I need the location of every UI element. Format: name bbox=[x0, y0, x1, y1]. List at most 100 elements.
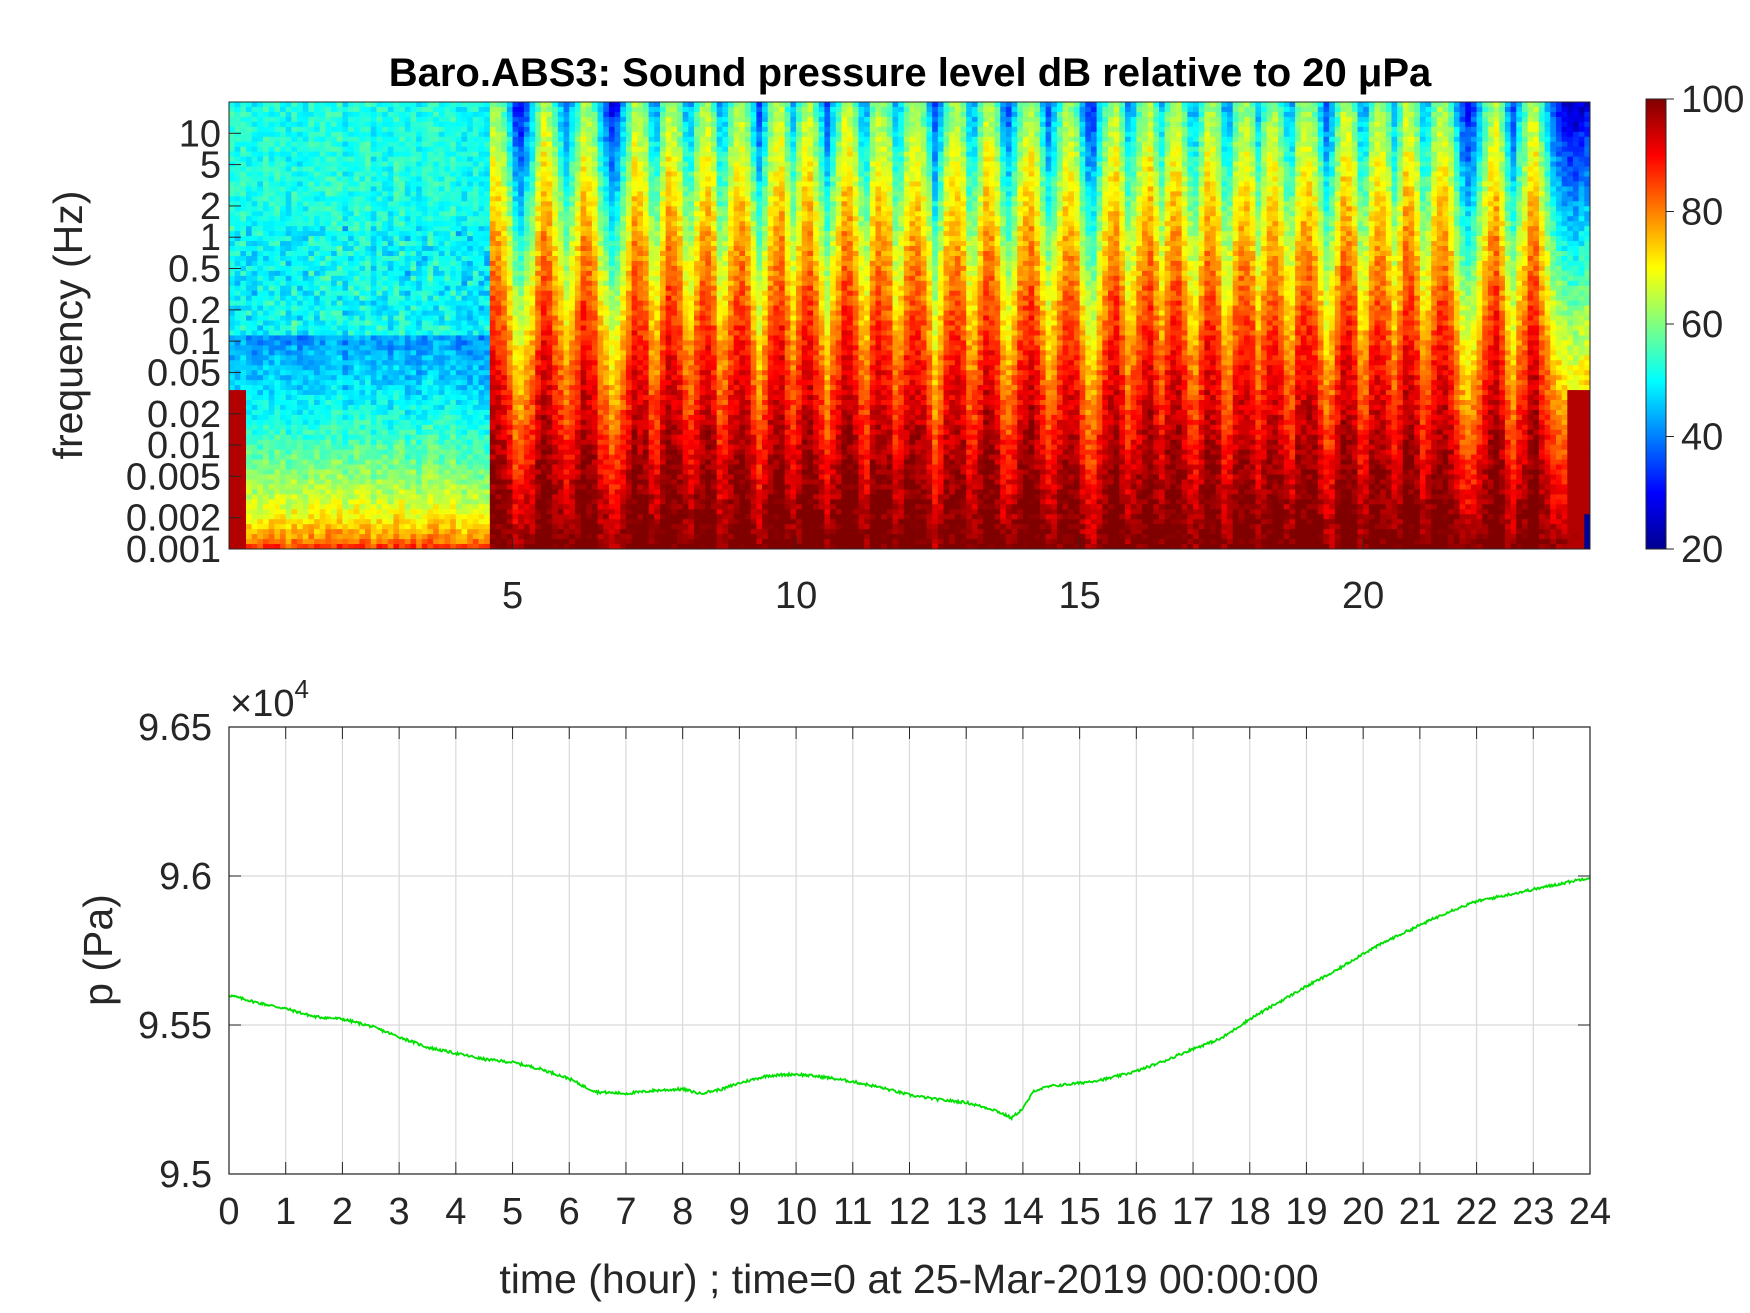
heatmap-cell bbox=[274, 226, 281, 232]
heatmap-cell bbox=[506, 176, 514, 183]
heatmap-cell bbox=[353, 489, 361, 495]
heatmap-cell bbox=[489, 345, 497, 351]
heatmap-cell bbox=[376, 166, 383, 173]
heatmap-cell bbox=[331, 176, 338, 183]
heatmap-cell bbox=[438, 419, 446, 426]
heatmap-cell bbox=[461, 285, 468, 292]
heatmap-cell bbox=[297, 409, 304, 416]
heatmap-cell bbox=[285, 216, 292, 222]
heatmap-cell bbox=[240, 265, 247, 272]
heatmap-cell bbox=[523, 161, 531, 168]
heatmap-cell bbox=[433, 295, 440, 302]
heatmap-cell bbox=[319, 290, 326, 297]
heatmap-cell bbox=[382, 494, 389, 500]
heatmap-cell bbox=[438, 285, 446, 292]
heatmap-cell bbox=[376, 280, 383, 287]
heatmap-cell bbox=[376, 315, 383, 322]
heatmap-cell bbox=[302, 181, 309, 188]
heatmap-cell bbox=[325, 454, 332, 461]
heatmap-cell bbox=[421, 156, 429, 163]
heatmap-cell bbox=[274, 469, 281, 476]
heatmap-cell bbox=[529, 365, 536, 371]
heatmap-cell bbox=[336, 181, 344, 188]
heatmap-cell bbox=[467, 211, 474, 217]
heatmap-cell bbox=[512, 375, 519, 381]
heatmap-cell bbox=[484, 365, 491, 371]
heatmap-cell bbox=[461, 191, 468, 197]
heatmap-cell bbox=[274, 414, 281, 421]
heatmap-cell bbox=[382, 111, 389, 118]
heatmap-cell bbox=[410, 459, 417, 466]
heatmap-cell bbox=[421, 216, 429, 222]
heatmap-cell bbox=[263, 519, 270, 525]
heatmap-cell bbox=[229, 315, 236, 322]
heatmap-cell bbox=[297, 449, 304, 456]
heatmap-cell bbox=[353, 454, 361, 461]
heatmap-cell bbox=[393, 534, 400, 540]
heatmap-cell bbox=[359, 310, 366, 317]
heatmap-cell bbox=[444, 151, 451, 158]
heatmap-cell bbox=[274, 429, 281, 436]
heatmap-cell bbox=[274, 280, 281, 287]
heatmap-cell bbox=[257, 141, 264, 148]
heatmap-cell bbox=[365, 186, 372, 192]
heatmap-cell bbox=[416, 484, 423, 490]
heatmap-cell bbox=[308, 315, 315, 322]
heatmap-cell bbox=[438, 400, 446, 406]
heatmap-cell bbox=[331, 504, 338, 510]
heatmap-cell bbox=[370, 116, 378, 123]
heatmap-cell bbox=[257, 370, 264, 376]
heatmap-cell bbox=[251, 231, 258, 237]
heatmap-cell bbox=[263, 444, 270, 451]
heatmap-cell bbox=[280, 111, 287, 118]
heatmap-cell bbox=[399, 380, 406, 386]
heatmap-cell bbox=[495, 519, 502, 525]
heatmap-cell bbox=[365, 390, 372, 396]
heatmap-cell bbox=[359, 136, 366, 143]
heatmap-cell bbox=[263, 404, 270, 411]
heatmap-cell bbox=[461, 151, 468, 158]
heatmap-cell bbox=[291, 166, 298, 173]
heatmap-cell bbox=[257, 131, 264, 138]
heatmap-cell bbox=[461, 479, 468, 486]
heatmap-cell bbox=[506, 300, 514, 307]
heatmap-cell bbox=[365, 315, 372, 322]
heatmap-cell bbox=[285, 206, 292, 212]
heatmap-cell bbox=[410, 390, 417, 396]
heatmap-cell bbox=[535, 181, 542, 188]
heatmap-cell bbox=[535, 116, 542, 123]
heatmap-cell bbox=[535, 146, 542, 153]
heatmap-cell bbox=[518, 524, 525, 530]
heatmap-cell bbox=[484, 236, 491, 242]
heatmap-cell bbox=[427, 449, 434, 456]
heatmap-cell bbox=[342, 375, 349, 381]
heatmap-cell bbox=[234, 325, 241, 332]
heatmap-cell bbox=[421, 360, 429, 366]
heatmap-cell bbox=[410, 395, 417, 401]
heatmap-cell bbox=[251, 102, 258, 108]
heatmap-cell bbox=[268, 469, 275, 476]
heatmap-cell bbox=[450, 509, 457, 515]
heatmap-cell bbox=[325, 390, 332, 396]
heatmap-cell bbox=[308, 275, 315, 282]
heatmap-cell bbox=[518, 360, 525, 366]
heatmap-cell bbox=[523, 211, 531, 217]
heatmap-cell bbox=[404, 499, 412, 505]
heatmap-cell bbox=[291, 414, 298, 421]
heatmap-cell bbox=[512, 206, 519, 212]
heatmap-cell bbox=[325, 166, 332, 173]
heatmap-cell bbox=[285, 325, 292, 332]
heatmap-cell bbox=[370, 315, 378, 322]
heatmap-cell bbox=[489, 255, 497, 262]
heatmap-cell bbox=[297, 275, 304, 282]
heatmap-cell bbox=[274, 459, 281, 466]
heatmap-cell bbox=[410, 161, 417, 168]
heatmap-cell bbox=[523, 106, 531, 113]
heatmap-cell bbox=[234, 529, 241, 535]
heatmap-cell bbox=[489, 211, 497, 217]
heatmap-cell bbox=[421, 469, 429, 476]
heatmap-cell bbox=[467, 519, 474, 525]
heatmap-cell bbox=[240, 479, 247, 486]
heatmap-cell bbox=[376, 126, 383, 133]
heatmap-cell bbox=[416, 176, 423, 183]
